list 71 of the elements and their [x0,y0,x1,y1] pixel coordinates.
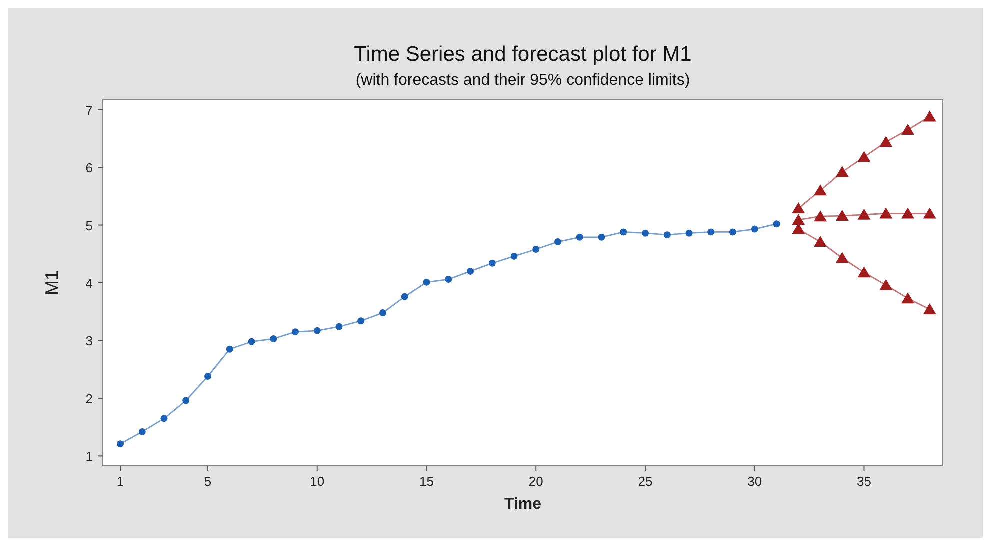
point [532,246,540,254]
point [923,304,936,315]
point [620,228,628,236]
x-tick-label: 5 [204,474,212,489]
y-tick-label: 2 [86,391,93,406]
point [380,310,386,317]
point [902,124,914,136]
point [445,276,452,284]
point [248,338,256,346]
point [292,328,299,336]
point [554,238,562,246]
y-tick-label: 6 [86,160,93,176]
point [642,230,649,237]
point [598,234,606,241]
point [792,214,806,226]
point [923,110,936,122]
point [880,208,893,219]
y-tick-label: 1 [86,449,93,464]
x-tick-label: 10 [310,474,325,489]
point [902,208,914,219]
point [358,318,365,325]
x-tick-label: 30 [748,474,762,489]
chart-title: Time Series and forecast plot for M1 [354,43,692,66]
point [401,293,408,300]
point [814,184,827,196]
point [314,327,321,334]
point [708,228,715,236]
point [664,232,671,239]
y-tick-label: 3 [86,334,93,349]
point [880,279,893,290]
point [836,166,849,178]
point [204,373,212,380]
point [814,236,827,248]
point [880,136,893,148]
point [902,292,914,304]
point [836,252,849,264]
chart-subtitle: (with forecasts and their 95% confidence limits) [356,72,690,89]
x-tick-label: 25 [638,474,653,489]
point [160,415,168,422]
x-tick-label: 15 [420,474,434,489]
x-tick-label: 35 [857,474,872,489]
point [138,428,146,436]
point [730,228,736,236]
point [858,208,871,220]
point [814,210,827,222]
point [858,266,871,278]
point [751,226,758,233]
point [773,220,780,228]
y-tick-label: 7 [86,102,93,118]
point [423,278,430,286]
x-axis-title: Time [504,496,542,513]
point [792,223,806,234]
point [226,346,234,353]
point [510,252,518,260]
point [336,323,343,330]
x-tick-label: 1 [116,474,124,489]
y-tick-label: 4 [86,276,93,291]
point [792,202,806,214]
point [858,151,871,162]
point [836,210,849,222]
x-tick-label: 20 [528,474,544,489]
y-tick-label: 5 [86,218,93,234]
point [576,234,584,241]
point [270,335,278,342]
point [182,397,190,404]
point [488,260,496,267]
point [923,208,936,219]
point [686,230,693,237]
point [117,440,124,448]
point [467,268,474,275]
y-axis-title: M1 [42,270,62,296]
